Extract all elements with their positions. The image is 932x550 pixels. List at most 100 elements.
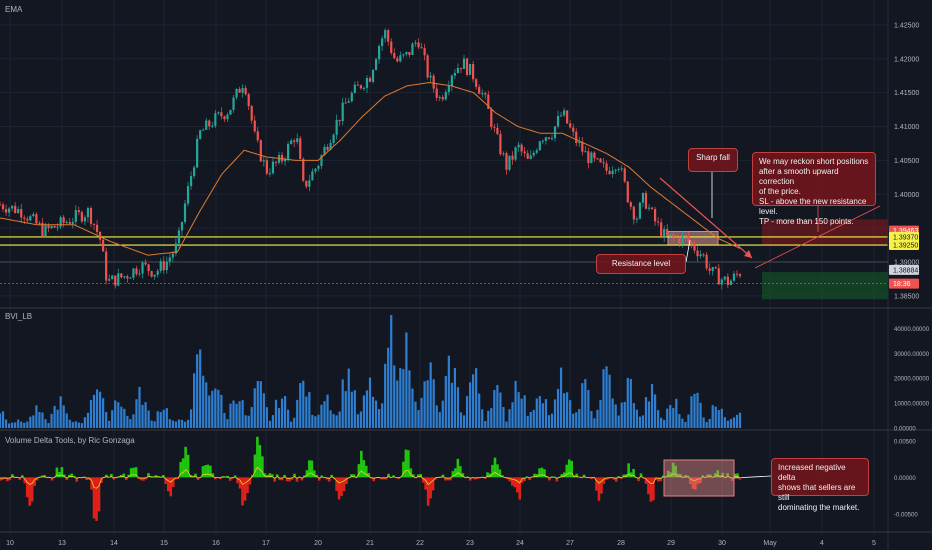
volume-bar: [111, 410, 114, 428]
delta-bar: [18, 477, 22, 480]
volume-bar: [86, 412, 90, 428]
candle-body: [584, 151, 587, 153]
ema-line: [0, 81, 741, 256]
delta-bar: [548, 477, 551, 481]
volume-bar: [265, 407, 268, 428]
volume-bar: [472, 374, 475, 428]
time-tick-label: 28: [617, 540, 625, 547]
delta-bar: [278, 477, 281, 481]
candle-body: [566, 110, 569, 124]
candle-body: [329, 142, 332, 150]
volume-bar: [235, 403, 238, 428]
volume-bar: [502, 407, 505, 428]
delta-bar: [696, 477, 700, 484]
price-axis[interactable]: 1.42500 1.42000 1.41500 1.41000 1.40500 1.400…: [889, 22, 919, 300]
delta-bar: [315, 474, 319, 478]
delta-bar: [493, 457, 497, 478]
delta-bar: [533, 473, 536, 478]
volume-bar: [411, 388, 414, 428]
candle-body: [29, 216, 32, 221]
delta-bar: [305, 470, 309, 478]
price-pane[interactable]: [0, 28, 888, 479]
candle-body: [98, 231, 102, 240]
volume-bar: [238, 401, 241, 428]
volume-pane[interactable]: [0, 315, 742, 428]
volume-bar: [168, 419, 171, 428]
volume-bar: [590, 411, 593, 428]
delta-bar: [409, 468, 413, 478]
delta-bar: [416, 474, 420, 478]
candle-body: [341, 102, 344, 122]
time-axis[interactable]: 10 13 14 15 16 17 20 21 22 23 24 27 28 29 30 May 4 5: [6, 540, 876, 547]
delta-bar: [275, 474, 279, 478]
delta-bar: [119, 474, 123, 478]
volume-bar: [80, 423, 83, 428]
volume-bar: [232, 400, 235, 428]
candle-body: [199, 130, 202, 139]
delta-bar: [134, 467, 138, 478]
volume-bar: [302, 380, 305, 428]
volume-bar: [387, 347, 390, 428]
delta-bar: [360, 450, 363, 478]
delta-bar: [491, 464, 494, 478]
candle-body: [514, 147, 517, 160]
volume-bar: [347, 368, 350, 428]
volume-bar: [611, 398, 614, 428]
volume-bar: [293, 417, 296, 428]
volume-bar: [593, 418, 596, 428]
candle-body: [7, 208, 11, 213]
delta-bar: [565, 464, 569, 478]
volume-tick-label: 40000.00000: [894, 327, 930, 333]
delta-bar: [632, 468, 635, 478]
delta-bar: [194, 473, 197, 478]
volume-bar: [186, 419, 190, 428]
candle-body: [117, 273, 120, 286]
delta-bar: [67, 474, 71, 478]
candle-body: [617, 168, 620, 170]
delta-axis[interactable]: 0.00500 0.00000 -0.00500: [894, 439, 918, 518]
volume-bar: [550, 413, 554, 428]
candle-body: [702, 254, 705, 256]
volume-axis[interactable]: 40000.00000 30000.00000 20000.00000 10000.0…: [894, 327, 930, 433]
candle-body: [350, 92, 353, 102]
candle-body: [71, 221, 74, 224]
delta-bar: [295, 477, 299, 482]
candle-body: [56, 226, 59, 228]
volume-bar: [581, 383, 584, 428]
delta-bar: [283, 474, 286, 478]
volume-bar: [626, 377, 629, 428]
volume-bar: [205, 382, 208, 428]
candle-body: [356, 84, 359, 86]
delta-pane[interactable]: [0, 436, 742, 521]
volume-bar: [341, 379, 344, 428]
volume-bar: [89, 400, 93, 428]
candle-body: [590, 152, 593, 164]
delta-bar: [20, 475, 24, 478]
delta-bar: [8, 477, 12, 481]
delta-bar: [184, 446, 187, 478]
volume-bar: [1, 411, 5, 428]
candle-body: [105, 251, 108, 281]
candle-body: [705, 254, 708, 269]
volume-bar: [356, 414, 359, 428]
delta-bar: [233, 475, 237, 478]
candle-body: [268, 173, 272, 175]
volume-bar: [653, 394, 657, 428]
volume-bar: [105, 411, 108, 428]
delta-bar: [412, 474, 415, 478]
volume-bar: [229, 403, 232, 428]
candle-body: [508, 155, 511, 170]
delta-bar: [270, 474, 274, 478]
delta-bar: [513, 477, 517, 488]
candle-body: [523, 151, 526, 154]
candle-body: [672, 234, 675, 238]
delta-bar: [726, 473, 729, 478]
volume-bar: [283, 396, 287, 428]
volume-bar: [465, 396, 469, 428]
delta-pane-title: Volume Delta Tools, by Ric Gonzaga: [5, 436, 135, 445]
delta-bar: [285, 477, 289, 482]
candle-body: [108, 279, 111, 281]
volume-bar: [529, 411, 532, 428]
candle-body: [729, 280, 733, 285]
volume-bar: [447, 355, 450, 428]
